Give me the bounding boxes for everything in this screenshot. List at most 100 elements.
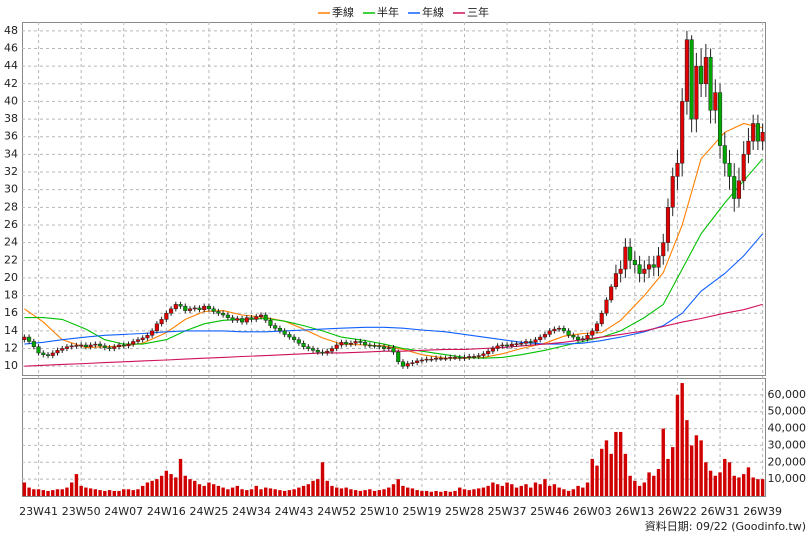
legend-label: 半年 xyxy=(377,5,399,19)
y-tick-label: 20 xyxy=(4,271,18,284)
candle-body xyxy=(471,356,477,358)
x-tick-label: 24W52 xyxy=(317,505,356,518)
y-tick-label: 24 xyxy=(4,236,18,249)
volume-tick-label: 20,000 xyxy=(768,455,807,468)
candle-body xyxy=(571,335,576,338)
y-tick-label: 34 xyxy=(4,147,18,160)
candle-body xyxy=(713,92,718,111)
data-date-note: 資料日期: 09/22 (Goodinfo.tw) xyxy=(645,519,806,533)
candle-body xyxy=(135,339,140,342)
volume-bar xyxy=(727,462,732,496)
volume-bar xyxy=(637,485,642,496)
volume-bar xyxy=(282,490,287,496)
volume-bar xyxy=(330,485,334,496)
candle-body xyxy=(391,347,396,353)
x-tick-label: 25W19 xyxy=(402,505,441,518)
candle-body xyxy=(689,39,694,120)
candle-body xyxy=(651,264,656,268)
candle-body xyxy=(618,268,623,274)
candle-body xyxy=(126,343,131,347)
volume-bar xyxy=(140,485,145,496)
candle-body xyxy=(755,123,760,142)
candle-body xyxy=(694,65,699,120)
candle-body xyxy=(225,314,230,318)
candle-body xyxy=(599,312,604,325)
volume-bar xyxy=(136,489,140,496)
volume-bar xyxy=(339,488,344,496)
volume-bar xyxy=(467,490,471,496)
candle-body xyxy=(202,305,207,310)
candle-body xyxy=(580,338,585,341)
candle-body xyxy=(661,242,666,257)
volume-bar xyxy=(164,470,169,496)
volume-bar xyxy=(98,490,102,496)
candle-body xyxy=(93,343,98,346)
candle-body xyxy=(760,132,765,142)
candle-body xyxy=(594,323,600,332)
candle-body xyxy=(722,145,727,164)
volume-bar xyxy=(41,490,45,496)
volume-bar xyxy=(183,475,187,496)
candle-body xyxy=(150,330,155,336)
volume-bar xyxy=(320,462,325,496)
volume-bar xyxy=(207,482,211,496)
volume-bar xyxy=(55,489,60,496)
volume-panel xyxy=(22,378,766,497)
candle-body xyxy=(206,305,211,310)
volume-bar xyxy=(84,487,88,496)
candle-body xyxy=(320,351,325,354)
candle-body xyxy=(45,354,51,356)
candle-body xyxy=(282,330,287,335)
volume-bar xyxy=(519,485,523,496)
volume-bar xyxy=(576,485,580,496)
volume-bar xyxy=(410,488,415,496)
volume-bar xyxy=(88,488,93,496)
volume-bar xyxy=(112,490,116,496)
volume-bar xyxy=(500,485,505,496)
x-tick-label: 24W07 xyxy=(104,505,143,518)
candle-body xyxy=(647,264,652,270)
volume-bar xyxy=(666,458,670,496)
volume-bar xyxy=(732,475,736,496)
volume-bar xyxy=(680,383,684,496)
volume-bar xyxy=(713,475,718,496)
candle-body xyxy=(258,314,264,318)
volume-bar xyxy=(193,480,197,496)
volume-bar xyxy=(27,487,31,496)
volume-bar xyxy=(443,490,448,496)
candle-body xyxy=(36,346,41,354)
candle-body xyxy=(235,318,240,321)
candle-body xyxy=(462,357,467,359)
y-tick-label: 44 xyxy=(4,59,18,72)
volume-bar xyxy=(159,475,164,496)
volume-bar xyxy=(642,482,647,496)
volume-bar xyxy=(316,479,320,496)
volume-bar xyxy=(647,472,651,496)
candle-body xyxy=(552,328,557,332)
candle-body xyxy=(83,344,88,348)
volume-bar xyxy=(505,482,509,496)
candle-body xyxy=(519,342,524,345)
candle-body xyxy=(159,319,164,325)
x-tick-label: 26W31 xyxy=(701,505,740,518)
candle-body xyxy=(50,352,55,356)
candle-body xyxy=(301,342,306,348)
volume-bar xyxy=(595,465,599,496)
candle-body xyxy=(131,341,136,345)
volume-bar xyxy=(529,487,533,496)
candle-body xyxy=(107,347,112,349)
volume-tick-label: 40,000 xyxy=(768,422,807,435)
volume-bar xyxy=(585,482,590,496)
candle-body xyxy=(116,344,122,348)
candle-body xyxy=(490,348,495,352)
volume-tick-label: 10,000 xyxy=(768,472,807,485)
volume-bar xyxy=(424,490,429,496)
volume-bar xyxy=(453,490,457,496)
volume-bar xyxy=(472,489,476,496)
legend-label: 季線 xyxy=(332,5,354,19)
candle-body xyxy=(684,39,689,102)
candle-body xyxy=(277,327,282,332)
candle-body xyxy=(523,341,529,344)
candle-body xyxy=(542,334,547,338)
volume-bar xyxy=(514,487,519,496)
